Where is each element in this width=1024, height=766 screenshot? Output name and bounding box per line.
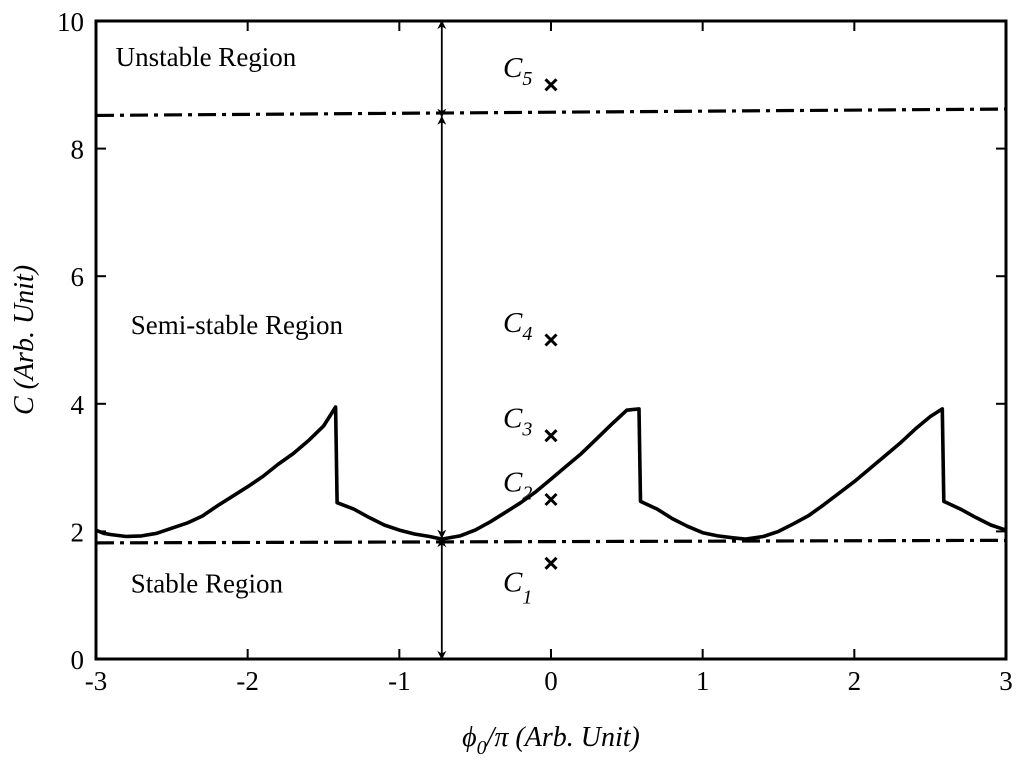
point-label-c2: C2 [503, 467, 532, 505]
y-tick-label-2: 2 [71, 517, 85, 547]
region-label-3: Stable Region [131, 568, 284, 598]
x-tick-label-0: 0 [544, 666, 558, 696]
point-label-c4: C4 [503, 307, 532, 345]
plot-layer: C1 C2 C3 C4 C5 Unstable Region Semi-stable Reg… [96, 20, 1006, 660]
point-c2-stroke-b [544, 492, 558, 507]
x-tick-label--1: -1 [388, 666, 411, 696]
point-c1 [544, 556, 558, 570]
series-line-0 [96, 405, 1006, 541]
upper-boundary-line [96, 107, 1006, 118]
y-tick-label-10: 10 [57, 7, 84, 37]
point-c5 [544, 78, 558, 92]
x-tick-label--3: -3 [85, 666, 108, 696]
region-label-1: Unstable Region [116, 42, 297, 72]
point-c1-stroke-b [544, 556, 558, 570]
x-tick-label-1: 1 [696, 666, 710, 696]
region-label-2: Semi-stable Region [131, 310, 344, 340]
lower-boundary-line [96, 538, 1006, 545]
point-label-c3: C3 [503, 403, 532, 441]
x-tick-label-2: 2 [848, 666, 862, 696]
plot-data-group [96, 107, 1006, 545]
point-c5-stroke-b [544, 78, 558, 92]
y-tick-label-4: 4 [71, 390, 85, 420]
point-c3-stroke-b [544, 429, 558, 443]
point-c4 [544, 333, 558, 347]
x-axis-title: ϕ0/π (Arb. Unit) [462, 722, 640, 759]
point-label-c5: C5 [503, 52, 532, 90]
point-c4-stroke-b [544, 333, 558, 347]
axes-layer: -3 -2 -1 0 1 2 3 0 2 4 6 8 10 [57, 7, 1013, 696]
y-tick-label-0: 0 [71, 645, 85, 675]
point-c3 [544, 429, 558, 443]
x-tick-label-3: 3 [999, 666, 1013, 696]
y-tick-label-6: 6 [71, 262, 85, 292]
x-tick-label--2: -2 [236, 666, 259, 696]
y-axis-title: C (Arb. Unit) [9, 265, 40, 415]
point-label-c1: C1 [503, 566, 532, 608]
y-tick-label-8: 8 [71, 135, 85, 165]
point-c2 [544, 492, 558, 507]
